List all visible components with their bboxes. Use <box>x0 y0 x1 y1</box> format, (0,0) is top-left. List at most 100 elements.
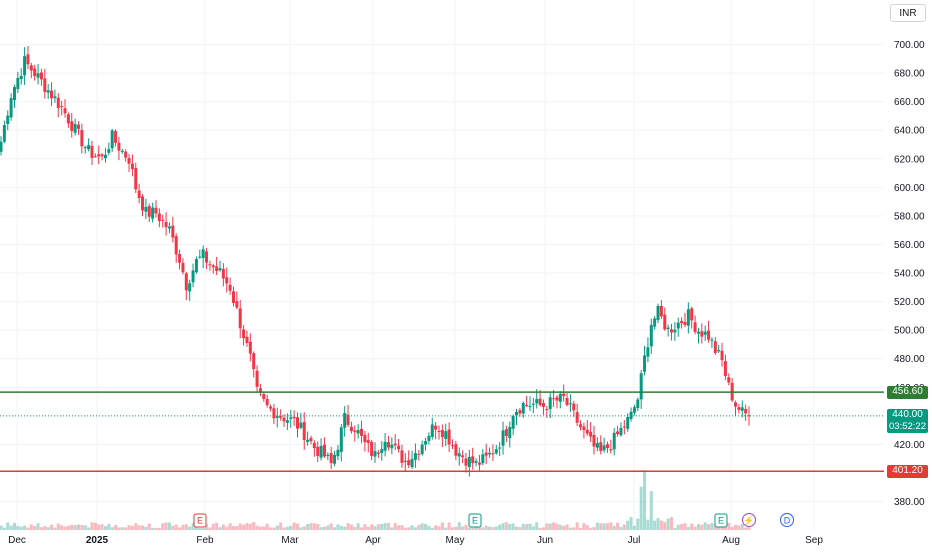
candle-body <box>272 408 276 419</box>
candle-body <box>572 403 576 411</box>
currency-selector[interactable]: INR <box>890 4 926 22</box>
volume-bar <box>636 518 640 530</box>
volume-bar <box>380 523 384 530</box>
volume-bar <box>0 525 3 530</box>
candle-body <box>269 406 273 409</box>
volume-bar <box>9 525 13 530</box>
candle-body <box>181 262 185 273</box>
volume-bar <box>66 525 70 530</box>
volume-bar <box>558 524 562 530</box>
volume-bar <box>252 522 256 530</box>
candle-body <box>63 108 67 114</box>
candle-body <box>245 336 249 343</box>
candle-body <box>464 458 468 466</box>
volume-bar <box>242 524 246 530</box>
volume-bar <box>400 525 404 530</box>
volume-bar <box>568 527 572 530</box>
candle-body <box>12 87 16 101</box>
x-tick-label: Aug <box>722 535 740 546</box>
volume-bar <box>690 523 694 530</box>
volume-bar <box>663 522 667 530</box>
volume-bar <box>208 527 212 530</box>
candle-body <box>407 460 411 466</box>
volume-bar <box>184 524 188 530</box>
volume-bar <box>501 523 505 530</box>
volume-bar <box>541 527 545 530</box>
volume-bar <box>393 523 397 530</box>
x-tick-label: 2025 <box>86 535 109 546</box>
volume-bar <box>23 525 27 530</box>
volume-bar <box>727 522 731 530</box>
volume-bar <box>33 526 37 530</box>
volume-bar <box>87 527 91 530</box>
volume-bar <box>299 527 303 530</box>
volume-bar <box>181 524 185 530</box>
candle-body <box>481 454 485 464</box>
candle-body <box>386 442 390 448</box>
volume-bar <box>93 522 97 530</box>
candle-body <box>670 329 674 333</box>
candle-body <box>380 449 384 453</box>
y-tick-label: 660.00 <box>894 97 925 108</box>
candle-body <box>508 426 512 439</box>
candle-body <box>218 268 222 271</box>
candle-body <box>484 452 488 456</box>
candle-body <box>737 407 741 410</box>
candle-body <box>97 154 101 157</box>
x-tick-label: Dec <box>8 535 26 546</box>
volume-bar <box>269 527 273 530</box>
volume-bar <box>221 524 225 530</box>
candle-body <box>151 207 155 219</box>
candle-body <box>103 154 107 159</box>
candle-body <box>555 397 559 401</box>
candle-body <box>349 426 353 432</box>
candle-body <box>309 437 313 442</box>
candle-body <box>589 431 593 437</box>
volume-bar <box>471 527 475 530</box>
volume-bar <box>312 523 316 530</box>
candle-body <box>504 429 508 437</box>
candle-body <box>434 425 438 430</box>
volume-bar <box>56 523 60 530</box>
candle-body <box>562 393 566 397</box>
candle-body <box>457 453 461 457</box>
volume-bar <box>488 526 492 530</box>
candle-body <box>134 168 138 190</box>
candle-body <box>666 327 670 330</box>
volume-bar <box>622 524 626 530</box>
candle-body <box>66 114 70 124</box>
volume-bar <box>231 526 235 530</box>
volume-bar <box>343 526 347 530</box>
candle-body <box>690 308 694 321</box>
candle-body <box>370 441 374 456</box>
volume-bar <box>447 522 451 530</box>
candle-body <box>343 413 347 428</box>
volume-bar <box>703 522 707 530</box>
candle-body <box>390 444 394 449</box>
volume-bar <box>417 524 421 530</box>
candle-body <box>599 442 603 452</box>
candle-body <box>430 424 434 437</box>
candle-body <box>265 398 269 406</box>
candle-body <box>595 443 599 448</box>
volume-bar <box>296 523 300 530</box>
volume-bar <box>410 525 414 530</box>
x-tick-label: Sep <box>805 535 823 546</box>
candle-body <box>471 456 475 464</box>
volume-bar <box>90 522 94 530</box>
candle-body <box>410 458 414 468</box>
candle-body <box>215 266 219 272</box>
volume-bar <box>279 522 283 530</box>
volume-bar <box>632 525 636 530</box>
volume-bar <box>205 524 209 530</box>
volume-bar <box>585 525 589 530</box>
candle-body <box>326 454 330 456</box>
candle-body <box>413 453 417 460</box>
candle-body <box>400 450 404 463</box>
volume-bar <box>215 522 219 530</box>
volume-bar <box>484 525 488 530</box>
candle-body <box>228 284 232 291</box>
candle-body <box>363 434 367 443</box>
candle-body <box>157 213 161 222</box>
